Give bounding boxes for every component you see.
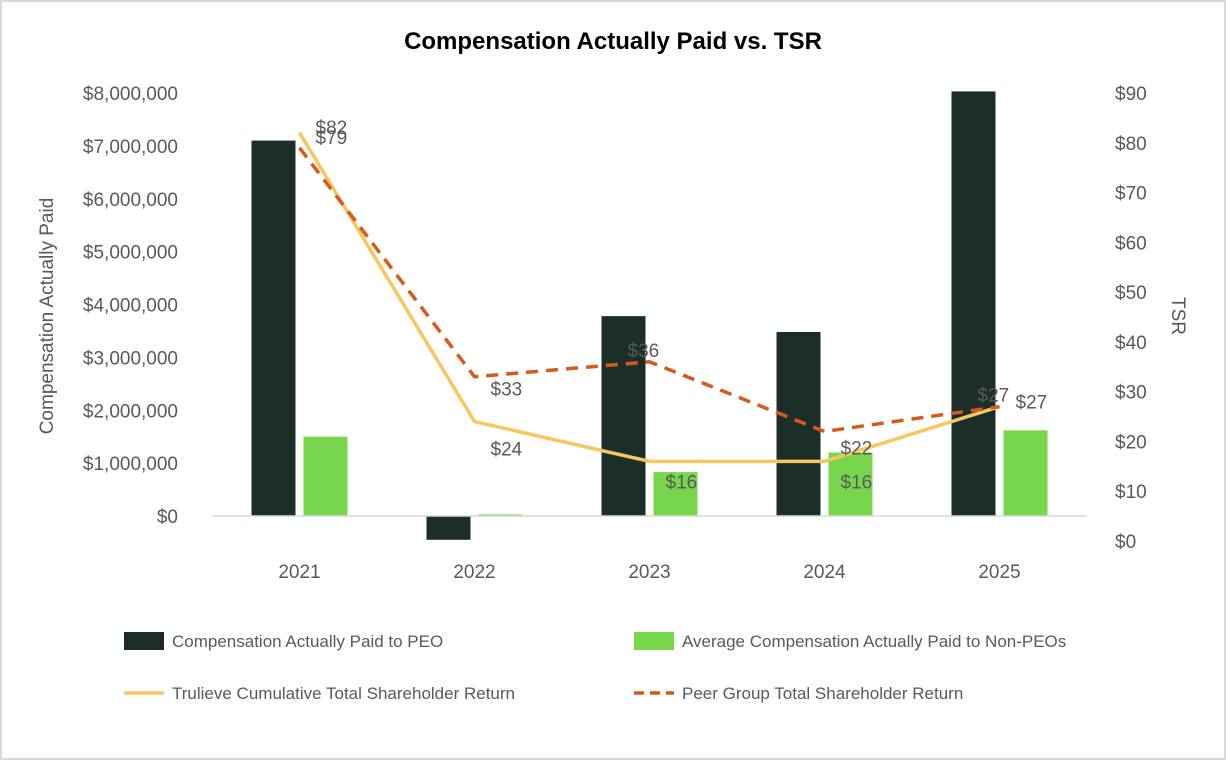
x-tick-label: 2022 [453,562,495,583]
left-tick-label: $8,000,000 [83,84,178,105]
legend-trulieve-label: Trulieve Cumulative Total Shareholder Re… [172,684,515,703]
x-axis-ticks: 2021 2022 2023 2024 2025 [278,562,1020,583]
bar-peo-2023 [601,316,646,516]
lines-layer [298,131,1001,464]
left-tick-label: $4,000,000 [83,296,178,317]
bar-non-peo-2025 [1003,430,1048,516]
bar-non-peo-2023 [653,472,698,516]
right-axis-ticks: $0 $10 $20 $30 $40 $50 $60 $70 $80 $90 [1115,84,1147,553]
peer-data-label: $36 [628,341,660,362]
left-tick-label: $5,000,000 [83,243,178,264]
bar-non-peo-2022 [478,514,523,516]
right-tick-label: $50 [1115,283,1147,304]
left-tick-label: $2,000,000 [83,401,178,422]
peer-tsr-line [298,146,1000,434]
peer-data-label: $22 [841,438,873,459]
left-tick-label: $1,000,000 [83,454,178,475]
line-labels-layer: $82 $24 $16 $16 $27 $79 $33 $36 $22 $27 [316,118,1048,494]
legend-non-peo-label: Average Compensation Actually Paid to No… [682,632,1066,651]
x-tick-label: 2025 [978,562,1020,583]
right-tick-label: $10 [1115,482,1147,503]
left-axis-ticks: $0 $1,000,000 $2,000,000 $3,000,000 $4,000,0… [83,84,178,528]
left-tick-label: $6,000,000 [83,190,178,211]
bar-non-peo-2021 [303,436,348,516]
trulieve-data-label: $82 [316,118,348,139]
right-tick-label: $60 [1115,233,1147,254]
legend-non-peo-swatch [634,632,674,650]
peer-data-label: $27 [1016,393,1048,414]
right-tick-label: $90 [1115,84,1147,105]
x-tick-label: 2021 [278,562,320,583]
trulieve-data-label: $16 [666,472,698,493]
legend-peo-label: Compensation Actually Paid to PEO [172,632,443,651]
legend: Compensation Actually Paid to PEO Average… [124,632,1066,703]
bars-layer [251,91,1048,540]
bar-peo-2025 [951,91,996,516]
right-tick-label: $0 [1115,532,1136,553]
right-tick-label: $70 [1115,184,1147,205]
left-tick-label: $0 [157,507,178,528]
trulieve-data-label: $27 [978,386,1010,407]
trulieve-tsr-line [298,131,1001,464]
left-tick-label: $7,000,000 [83,137,178,158]
legend-peo-swatch [124,632,164,650]
x-tick-label: 2023 [628,562,670,583]
chart-title: Compensation Actually Paid vs. TSR [404,28,822,55]
trulieve-data-label: $24 [491,440,523,461]
bar-peo-2021 [251,140,296,516]
right-tick-label: $80 [1115,134,1147,155]
right-tick-label: $40 [1115,333,1147,354]
bar-peo-2022 [426,516,471,540]
trulieve-data-label: $16 [841,472,873,493]
bar-peo-2024 [776,331,821,516]
right-tick-label: $20 [1115,432,1147,453]
right-axis-title: TSR [1167,297,1188,335]
bar-non-peo-2024 [828,452,873,516]
left-axis-title: Compensation Actually Paid [37,198,58,435]
x-tick-label: 2024 [803,562,846,583]
legend-peer-label: Peer Group Total Shareholder Return [682,684,963,703]
peer-data-label: $79 [316,128,348,149]
peer-data-label: $33 [491,380,523,401]
right-tick-label: $30 [1115,383,1147,404]
left-tick-label: $3,000,000 [83,348,178,369]
